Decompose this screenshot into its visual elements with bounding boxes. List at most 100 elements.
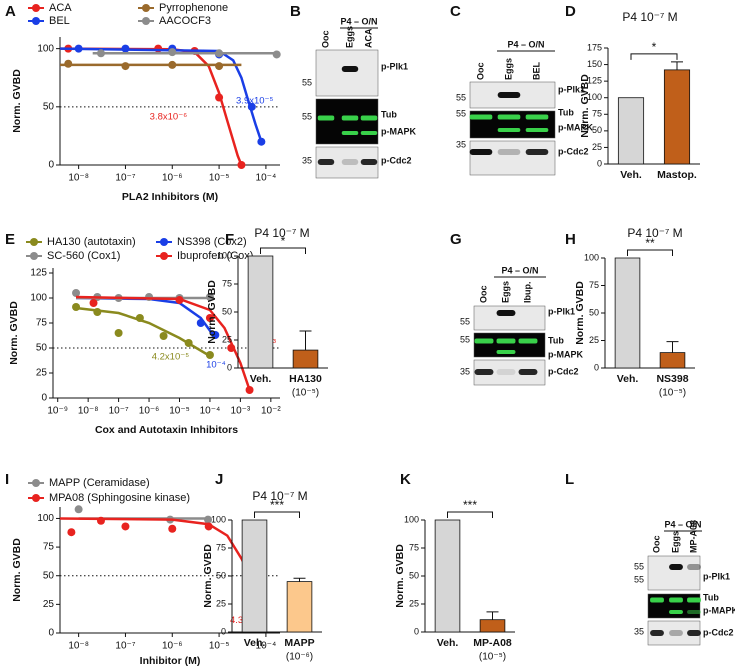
y-tick-label: 50 [43, 101, 55, 112]
panel-letter: F [225, 231, 234, 248]
legend-marker [32, 17, 40, 25]
band [360, 159, 378, 165]
legend-marker [30, 238, 38, 246]
significance-label: * [281, 234, 286, 248]
band [525, 149, 549, 155]
lane-label: Eggs [344, 26, 354, 48]
mw-marker: 55 [456, 92, 466, 102]
data-point [215, 93, 224, 102]
western-blot: P4 – O/N Ooc Eggs BEL 55 55 35 p-Plk1 Tub p-MAPK p… [456, 39, 593, 176]
band [496, 350, 516, 354]
x-tick-label: 10⁻² [261, 406, 281, 417]
x-tick-label: 10⁻⁶ [162, 641, 183, 652]
y-tick-label: 0 [227, 362, 232, 372]
data-point [121, 62, 130, 71]
band [518, 369, 538, 375]
legend-marker [142, 17, 150, 25]
x-tick-label: 10⁻⁹ [47, 406, 68, 417]
protein-label: p-Plk1 [548, 306, 575, 316]
panel-letter: B [290, 3, 301, 20]
y-tick-label: 75 [409, 542, 419, 552]
legend-marker [32, 494, 40, 502]
legend-label: HA130 (autotaxin) [47, 236, 136, 248]
data-point [135, 314, 144, 322]
bar [434, 519, 461, 633]
data-point [196, 319, 205, 327]
legend-marker [32, 479, 40, 487]
x-tick-label: 10⁻⁴ [256, 173, 277, 184]
y-tick-label: 25 [216, 598, 226, 608]
x-tick-label: MP-A08 [473, 637, 512, 649]
x-tick-label: 10⁻⁷ [115, 173, 135, 184]
protein-label: p-Plk1 [381, 61, 408, 71]
band [687, 597, 701, 603]
band [669, 630, 683, 636]
band [469, 114, 493, 120]
legend-marker [32, 4, 40, 12]
y-tick-label: 75 [589, 280, 599, 290]
band [497, 92, 521, 98]
blot-header: P4 – O/N [501, 265, 538, 275]
legend-label: Ibuprofen (Cox) [177, 250, 253, 262]
y-tick-label: 0 [221, 626, 226, 636]
data-point [121, 522, 130, 531]
panel-letter: H [565, 231, 576, 248]
y-tick-label: 150 [587, 59, 602, 69]
band [525, 114, 549, 120]
significance-bracket [447, 511, 493, 518]
data-point [168, 60, 177, 69]
mw-marker: 35 [456, 139, 466, 149]
y-axis-label: Norm. GVBD [579, 74, 591, 138]
band [341, 66, 359, 72]
legend-label: ACA [49, 2, 72, 14]
error-bar [666, 341, 679, 353]
x-tick-label: 10⁻⁵ [209, 641, 230, 652]
x-tick-note: (10⁻⁵) [479, 652, 506, 663]
y-tick-label: 75 [43, 542, 55, 553]
y-tick-label: 100 [30, 293, 47, 304]
significance-bracket [254, 511, 300, 518]
y-tick-label: 25 [43, 599, 55, 610]
y-tick-label: 125 [30, 268, 47, 279]
data-point [114, 329, 123, 337]
data-point [72, 303, 81, 311]
protein-label: Tub [548, 335, 564, 345]
x-tick-label: Veh. [620, 169, 642, 181]
band [687, 610, 701, 614]
x-tick-label: 10⁻⁷ [109, 406, 129, 417]
legend-label: MPA08 (Sphingosine kinase) [49, 492, 190, 504]
x-axis-label: PLA2 Inhibitors (M) [122, 191, 218, 203]
panel-letter: D [565, 3, 576, 20]
panel-letter: E [5, 231, 15, 248]
lane-label: Ooc [651, 535, 661, 553]
chart-title: P4 10⁻⁷ M [254, 226, 309, 240]
mw-marker: 55 [456, 108, 466, 118]
legend-label: SC-560 (Cox1) [47, 250, 120, 262]
error-bar [486, 611, 499, 620]
mw-marker: 55 [634, 561, 644, 571]
data-point [237, 161, 246, 169]
protein-label: p-Cdc2 [703, 627, 734, 637]
x-tick-label: 10⁻⁸ [68, 173, 89, 184]
data-point [175, 296, 184, 304]
x-tick-label: Veh. [617, 373, 639, 385]
data-point [215, 62, 224, 71]
x-tick-label: Veh. [244, 637, 266, 649]
y-tick-label: 0 [48, 628, 54, 639]
x-tick-label: MAPP [284, 637, 314, 649]
x-tick-label: 10⁻⁴ [256, 641, 277, 652]
y-tick-label: 100 [37, 43, 54, 54]
bar [614, 257, 641, 369]
band [360, 131, 378, 135]
blot-header: P4 – O/N [507, 39, 544, 49]
panel-letter: K [400, 471, 411, 488]
x-tick-label: 10⁻⁶ [139, 406, 160, 417]
lane-label: Ibup. [522, 282, 532, 304]
legend-label: Pyrrophenone [159, 2, 228, 14]
chart-title: P4 10⁻⁷ M [252, 489, 307, 503]
western-blot: P4 – O/N Ooc Eggs Ibup. 55 55 35 p-Plk1 Tub p-MAP… [460, 265, 583, 386]
y-axis-label: Norm. GVBD [8, 301, 20, 365]
y-axis-label: Norm. GVBD [11, 69, 23, 133]
protein-label: p-MAPK [558, 122, 593, 132]
